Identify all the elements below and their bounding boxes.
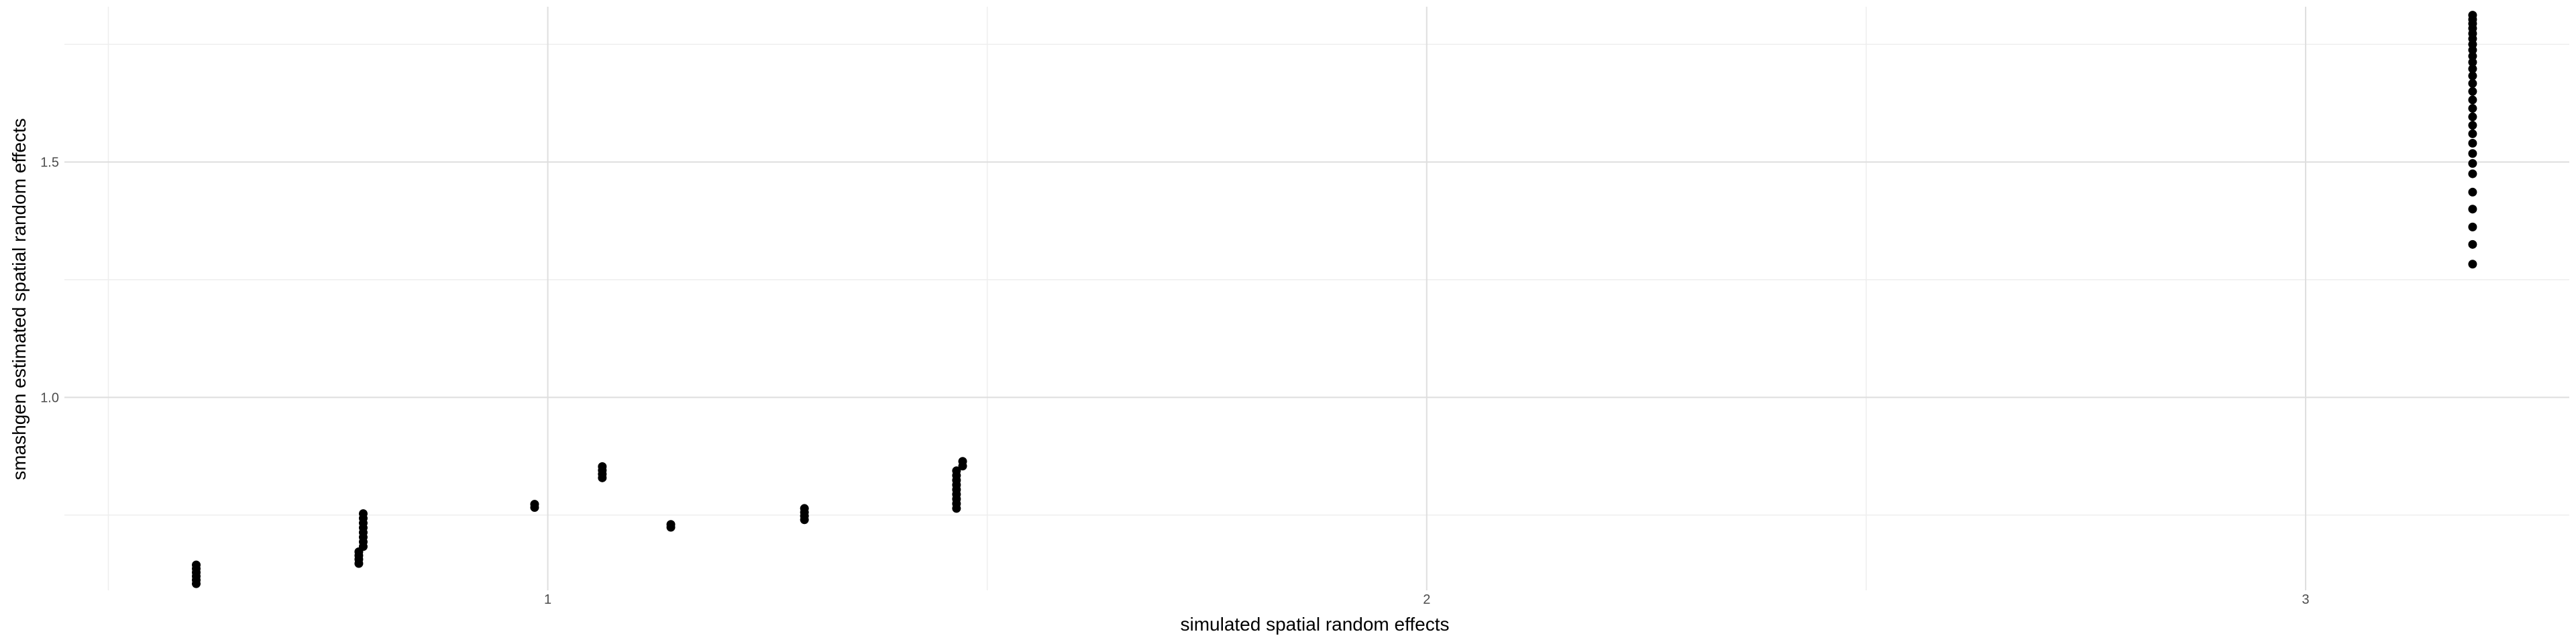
data-point [2468,121,2477,130]
data-point [530,500,539,509]
data-point [2468,187,2477,197]
data-point [2468,138,2477,148]
data-point [2468,149,2477,158]
x-axis-title: simulated spatial random effects [1180,614,1449,635]
data-point [800,504,809,513]
data-points [192,11,2477,588]
data-point [2468,129,2477,138]
data-point [666,520,676,529]
data-point [358,509,368,519]
data-point [2468,239,2477,249]
data-point [2468,58,2477,67]
data-point [2468,52,2477,61]
data-point [2468,71,2477,80]
x-tick-label: 1 [544,592,551,607]
data-point [2468,205,2477,214]
x-axis-tick-labels: 1 2 3 [544,592,2309,607]
data-point [598,462,607,471]
data-point [2468,95,2477,105]
y-tick-label: 1.0 [40,390,59,405]
x-tick-label: 3 [2302,592,2309,607]
y-tick-label: 1.5 [40,156,59,170]
data-point [958,457,967,466]
data-point [952,466,961,476]
data-point [2468,87,2477,96]
data-point [2468,260,2477,269]
minor-gridlines [64,7,2569,590]
data-point [2468,11,2477,20]
data-point [2468,159,2477,168]
data-point [2468,64,2477,74]
data-point [2468,169,2477,178]
data-point [2468,112,2477,121]
x-tick-label: 2 [1423,592,1430,607]
data-point [2468,78,2477,88]
data-point [192,560,201,570]
y-axis-title: smashgen estimated spatial random effect… [9,118,30,480]
data-point [2468,104,2477,113]
data-point [2468,222,2477,231]
major-gridlines [64,7,2569,590]
y-axis-tick-labels: 1.0 1.5 [40,156,59,406]
